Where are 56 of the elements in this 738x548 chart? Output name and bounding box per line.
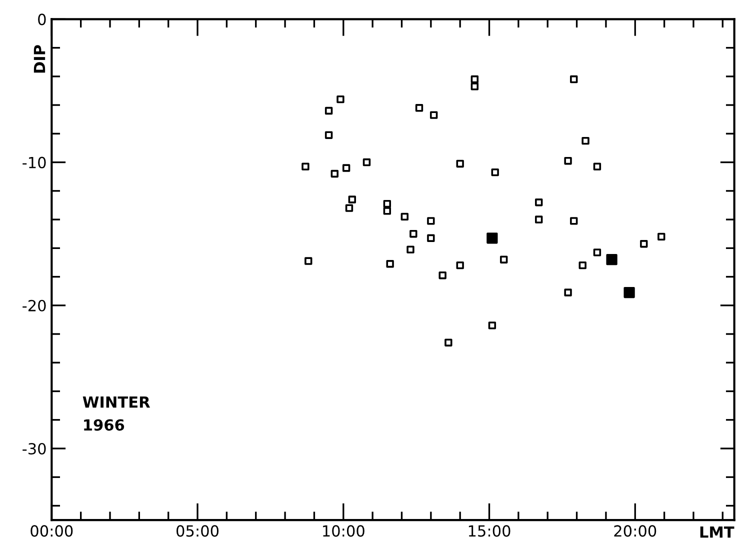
point (444, 338, 452, 346)
point (383, 200, 391, 208)
point (348, 196, 356, 204)
point (427, 217, 435, 225)
point (606, 254, 618, 266)
point (386, 260, 394, 268)
point (624, 286, 635, 298)
point (488, 322, 496, 330)
point (491, 168, 499, 176)
point (438, 271, 446, 280)
point (324, 106, 333, 115)
point (593, 248, 602, 256)
point (383, 207, 391, 215)
point (564, 288, 572, 296)
point (578, 261, 586, 270)
point (593, 162, 602, 170)
point (582, 136, 590, 145)
x-tick-label: 00:00 (30, 525, 73, 537)
point (658, 232, 666, 241)
point (456, 261, 464, 270)
point (470, 75, 479, 84)
point (362, 158, 371, 166)
point (330, 170, 338, 178)
y-tick-label: 0 (38, 14, 46, 26)
point (430, 111, 438, 119)
point (456, 160, 464, 168)
x-tick-label: 05:00 (176, 525, 219, 537)
point (324, 131, 333, 139)
point (400, 212, 409, 221)
y-axis-title: DIP (34, 45, 46, 73)
annotation: WINTER 1966 (82, 396, 150, 431)
point (336, 95, 344, 104)
x-tick-label: 10:00 (323, 525, 364, 537)
x-axis-title: LMT (700, 526, 734, 538)
point (342, 164, 350, 172)
point (415, 104, 424, 112)
point (410, 230, 418, 238)
point (406, 246, 414, 254)
point (427, 234, 435, 242)
point (570, 75, 578, 84)
x-tick-label: 20:00 (614, 525, 656, 537)
point (535, 198, 543, 206)
point (470, 82, 479, 90)
y-tick-label: -10 (22, 156, 46, 168)
point (302, 162, 310, 170)
point (640, 240, 648, 248)
point (570, 217, 578, 225)
point (564, 157, 572, 165)
point (500, 256, 508, 264)
point (345, 204, 354, 212)
point (535, 216, 543, 224)
point (304, 257, 312, 265)
point (486, 232, 498, 244)
y-tick-label: -20 (22, 300, 46, 312)
y-tick-label: -30 (22, 442, 46, 455)
x-tick-label: 15:00 (468, 525, 510, 537)
